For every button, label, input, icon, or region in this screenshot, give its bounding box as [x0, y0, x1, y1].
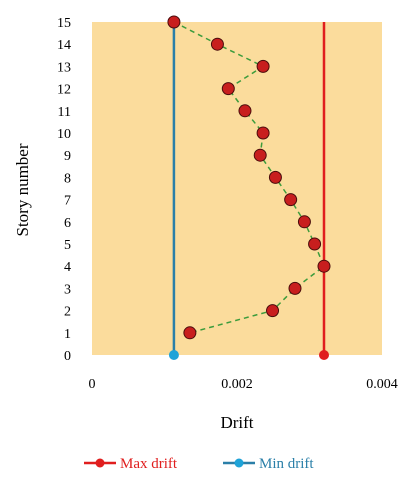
drift-point [308, 237, 322, 251]
y-tick-label: 4 [64, 260, 71, 275]
drift-point [238, 104, 252, 118]
y-tick-label: 10 [57, 127, 71, 142]
y-tick-label: 15 [57, 16, 71, 31]
drift-point [256, 59, 270, 73]
drift-point [288, 281, 302, 295]
x-tick-labels: 0 0.002 0.004 [89, 377, 398, 392]
drift-point [221, 82, 235, 96]
y-tick-label: 13 [57, 60, 71, 75]
drift-point [297, 215, 311, 229]
y-tick-label: 12 [57, 83, 71, 98]
y-tick-label: 7 [64, 194, 71, 209]
legend-max-marker [95, 458, 105, 468]
drift-point [253, 148, 267, 162]
drift-point [256, 126, 270, 140]
drift-point [284, 193, 298, 207]
y-tick-label: 1 [64, 327, 71, 342]
y-tick-label: 3 [64, 282, 71, 297]
y-tick-label: 11 [58, 105, 71, 120]
legend-min-label: Min drift [259, 456, 314, 472]
legend-max-label: Max drift [120, 456, 178, 472]
y-tick-label: 8 [64, 171, 71, 186]
y-tick-label: 0 [64, 349, 71, 364]
y-axis-label: Story number [13, 143, 32, 236]
min-drift-marker [168, 350, 179, 360]
drift-profile-markers [167, 15, 331, 340]
x-tick-label: 0.004 [366, 377, 398, 392]
y-tick-label: 2 [64, 305, 71, 320]
y-tick-label: 9 [64, 149, 71, 164]
x-tick-label: 0.002 [221, 377, 253, 392]
x-axis-label: Drift [220, 413, 253, 432]
x-tick-label: 0 [89, 377, 96, 392]
drift-point [183, 326, 197, 340]
legend: Max drift Min drift [84, 456, 314, 472]
y-tick-label: 14 [57, 38, 71, 53]
y-tick-label: 5 [64, 238, 71, 253]
drift-point [210, 37, 224, 51]
limit-lines [168, 22, 329, 360]
drift-point [268, 170, 282, 184]
max-drift-marker [319, 350, 329, 360]
drift-point [317, 259, 331, 273]
legend-min-marker [234, 458, 244, 468]
drift-point [167, 15, 181, 29]
drift-point [266, 304, 280, 318]
plot-area [92, 22, 382, 355]
y-tick-label: 6 [64, 216, 71, 231]
